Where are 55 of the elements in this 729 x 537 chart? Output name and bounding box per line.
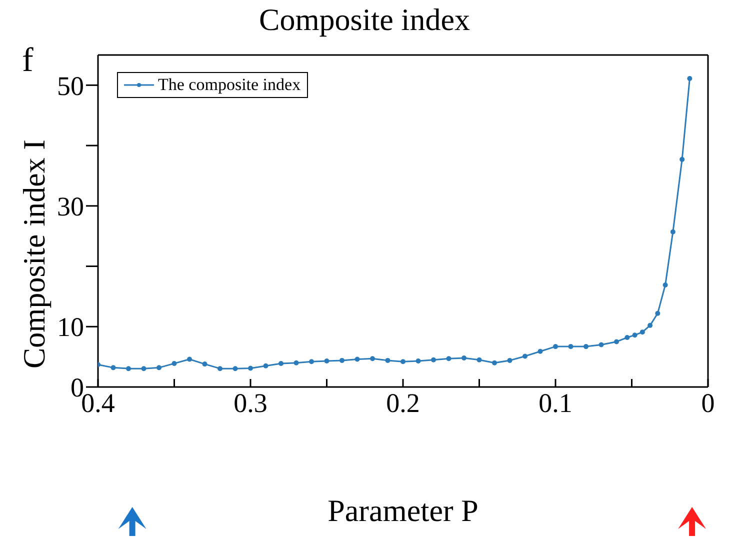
point — [278, 360, 284, 366]
y-tick-label: 50 — [57, 70, 84, 101]
point — [507, 358, 512, 363]
y-axis-title: Composite index I — [17, 138, 53, 368]
point — [156, 365, 162, 370]
point — [553, 344, 558, 350]
x-axis-title: Parameter P — [326, 493, 480, 529]
point — [655, 310, 660, 316]
point — [232, 366, 238, 372]
point — [370, 356, 375, 362]
point — [614, 339, 619, 344]
point — [110, 365, 116, 370]
point — [218, 366, 222, 372]
point — [640, 330, 645, 335]
point — [248, 366, 253, 371]
point — [476, 357, 482, 362]
x-tick-label: 0 — [701, 388, 715, 418]
point — [187, 356, 192, 362]
point — [624, 335, 630, 340]
point — [294, 360, 299, 366]
point — [202, 362, 208, 367]
point — [670, 229, 676, 234]
point — [416, 358, 421, 364]
x-tick-label: 0.2 — [386, 388, 420, 418]
point — [584, 344, 588, 350]
point — [141, 366, 146, 372]
legend-label: The composite index — [158, 75, 301, 95]
point — [522, 354, 528, 359]
point — [687, 76, 692, 82]
point — [400, 359, 406, 364]
point — [354, 356, 360, 362]
text: f — [22, 42, 34, 80]
y-tick-label: 10 — [57, 312, 84, 342]
point — [385, 358, 390, 363]
point — [632, 332, 638, 338]
point — [538, 348, 543, 354]
y-tick-label: 30 — [57, 191, 84, 222]
x-tick-label: 0.3 — [234, 388, 268, 418]
chart-title: Composite index — [258, 2, 471, 38]
point — [263, 363, 268, 368]
point — [309, 359, 314, 364]
point — [126, 366, 131, 372]
point — [492, 360, 497, 366]
point — [662, 282, 668, 288]
x-tick-label: 0.1 — [538, 388, 572, 418]
point — [431, 357, 436, 362]
point — [680, 156, 685, 162]
point — [648, 322, 653, 328]
point — [172, 360, 177, 366]
point — [324, 358, 330, 364]
point — [340, 358, 344, 363]
point — [598, 342, 604, 348]
point — [462, 356, 466, 361]
point — [568, 344, 574, 350]
point — [446, 356, 452, 362]
